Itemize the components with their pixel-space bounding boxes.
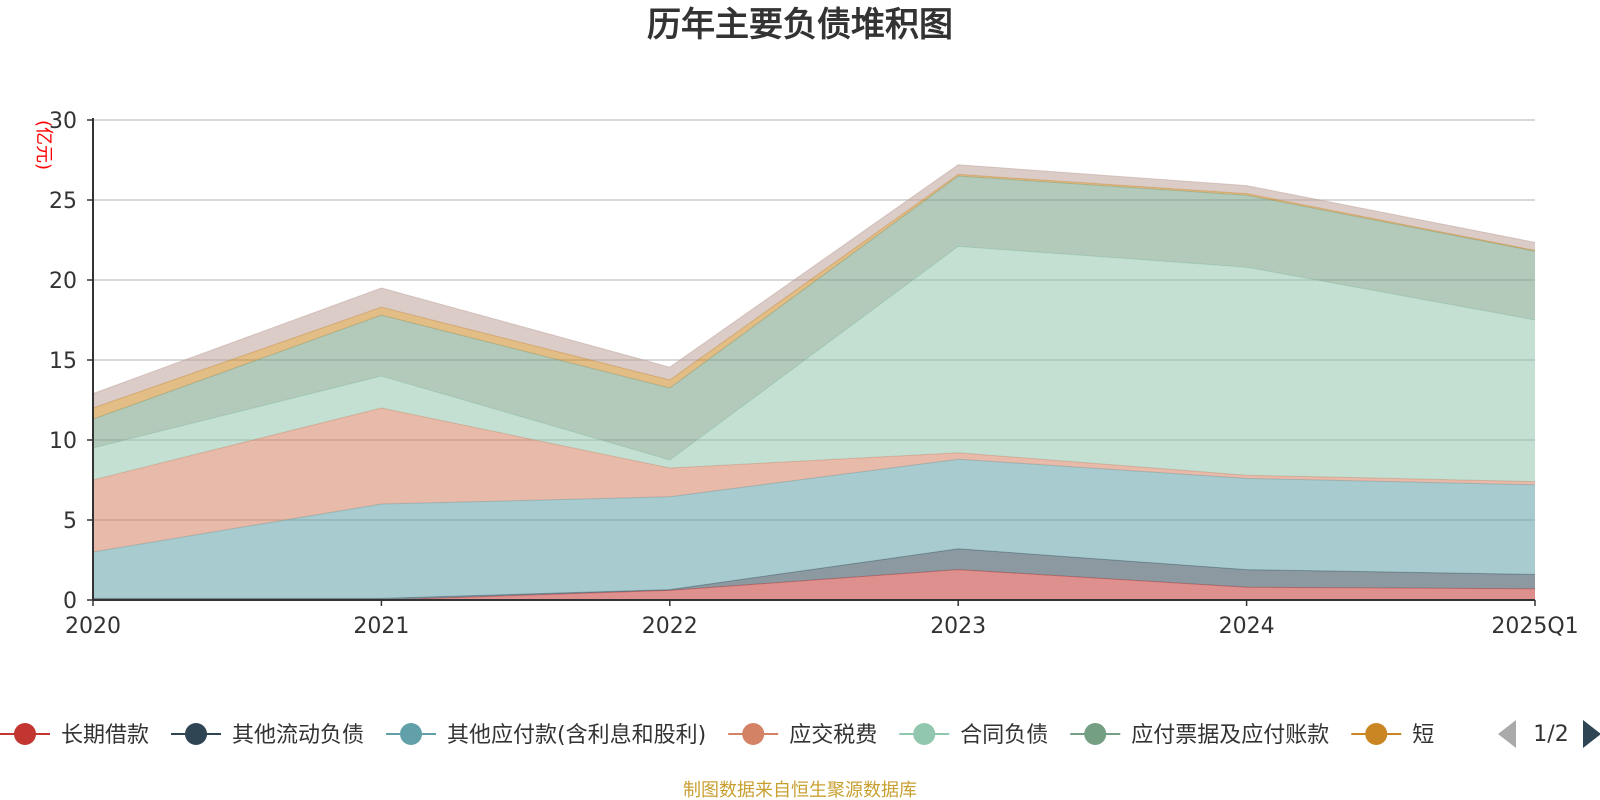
y-axis-unit-label: (亿元) xyxy=(33,120,54,170)
legend-item[interactable]: 其他应付款(含利息和股利) xyxy=(386,723,706,748)
data-source-note: 制图数据来自恒生聚源数据库 xyxy=(683,780,917,800)
legend-marker-icon xyxy=(185,723,208,745)
legend-label: 其他流动负债 xyxy=(232,723,364,748)
legend-item[interactable]: 应付票据及应付账款 xyxy=(1070,723,1329,748)
legend-label: 短 xyxy=(1412,723,1434,748)
x-tick-label: 2023 xyxy=(930,614,986,639)
area-series-6 xyxy=(93,176,1535,460)
chart-title: 历年主要负债堆积图 xyxy=(647,5,953,45)
legend: 长期借款 其他流动负债 其他应付款(含利息和股利) 应交税费 合同负债 应付票据及应付账款… xyxy=(0,720,1600,748)
legend-label: 其他应付款(含利息和股利) xyxy=(447,723,706,748)
y-tick-label: 20 xyxy=(49,269,77,294)
legend-prev-page-icon[interactable] xyxy=(1498,720,1516,748)
x-tick-label: 2024 xyxy=(1219,614,1275,639)
x-tick-label: 2022 xyxy=(642,614,698,639)
legend-label: 应交税费 xyxy=(789,723,877,748)
legend-item[interactable]: 合同负债 xyxy=(899,723,1048,748)
area-series-5 xyxy=(93,246,1535,482)
legend-next-page-icon[interactable] xyxy=(1583,720,1600,748)
legend-item[interactable]: 长期借款 xyxy=(0,723,149,748)
y-axis-ticks: 0 5 10 15 20 25 30 xyxy=(49,109,93,614)
y-tick-label: 0 xyxy=(63,589,77,614)
legend-marker-icon xyxy=(1084,723,1107,745)
legend-marker-icon xyxy=(1365,723,1388,745)
legend-label: 长期借款 xyxy=(61,723,149,748)
area-series-2 xyxy=(93,548,1535,600)
area-series-3 xyxy=(93,459,1535,599)
y-tick-label: 5 xyxy=(63,509,77,534)
legend-item[interactable]: 短 xyxy=(1351,723,1434,748)
area-series xyxy=(92,164,1536,601)
x-axis-ticks: 2020 2021 2022 2023 2024 2025Q1 xyxy=(65,600,1579,639)
legend-marker-icon xyxy=(14,723,36,745)
legend-item[interactable]: 其他流动负债 xyxy=(171,723,364,748)
area-series-4 xyxy=(93,408,1535,552)
legend-marker-icon xyxy=(400,723,423,745)
y-tick-label: 15 xyxy=(49,349,77,374)
x-tick-label: 2021 xyxy=(353,614,409,639)
y-tick-label: 10 xyxy=(49,429,77,454)
legend-item[interactable]: 应交税费 xyxy=(728,723,877,748)
legend-label: 合同负债 xyxy=(960,723,1048,748)
y-tick-label: 30 xyxy=(49,109,77,134)
x-tick-label: 2020 xyxy=(65,614,121,639)
y-tick-label: 25 xyxy=(49,189,77,214)
area-edge-8 xyxy=(92,164,1536,395)
legend-label: 应付票据及应付账款 xyxy=(1131,723,1329,748)
legend-page-indicator: 1/2 xyxy=(1533,722,1568,747)
legend-marker-icon xyxy=(913,723,936,745)
legend-marker-icon xyxy=(742,723,765,745)
x-tick-label: 2025Q1 xyxy=(1491,614,1578,639)
area-series-1 xyxy=(93,569,1535,600)
